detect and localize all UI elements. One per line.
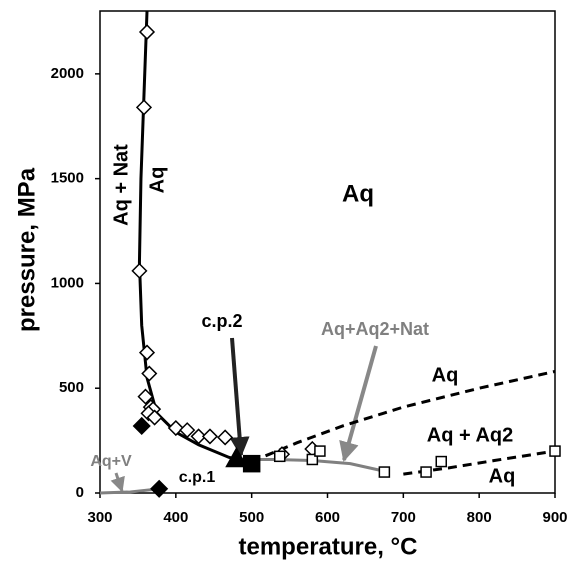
x-tick-label: 900 [542,509,567,526]
data-point [306,453,319,466]
data-point [146,409,163,426]
x-tick-label: 700 [391,509,416,526]
data-point [314,445,326,457]
annotation: Aq + Aq2 [427,424,514,446]
data-point [420,466,432,478]
data-point [179,422,196,439]
data-point [435,455,447,468]
annotation: Aq [342,180,374,207]
y-tick-label: 0 [76,484,84,501]
annotation: Aq [489,465,516,487]
arrow [339,345,378,462]
data-point [138,344,156,361]
data-point [138,23,156,41]
x-tick-label: 400 [163,509,188,526]
data-point [137,388,154,405]
data-point [141,365,158,382]
data-point [225,446,248,468]
y-tick-label: 2000 [51,65,84,82]
data-point [242,454,261,473]
data-point [132,416,151,435]
data-point [378,466,391,478]
x-tick-label: 300 [87,509,112,526]
data-point [167,419,184,437]
data-point [150,479,169,498]
data-point [131,262,148,279]
annotation: Aq + Nat [110,144,132,226]
arrow [229,337,250,457]
x-axis-title: temperature, °C [239,533,418,560]
phase-boundary [251,369,556,463]
annotation: Aq+V [90,453,132,470]
data-point [217,429,234,446]
annotation: c.p.2 [201,311,242,331]
data-point [549,445,561,457]
data-point [201,428,219,445]
phase-boundary [99,487,160,495]
annotation: Aq [146,167,168,194]
plot-frame [99,10,556,494]
y-tick-label: 1000 [51,274,84,291]
y-axis-title: pressure, MPa [13,167,40,332]
y-tick-label: 1500 [51,170,84,187]
annotation: Aq [432,364,459,386]
arrow [110,472,125,493]
data-point [190,428,207,445]
annotation: c.p.1 [179,469,216,486]
y-tick-label: 500 [59,379,84,396]
data-point [135,99,153,116]
x-tick-label: 600 [315,509,340,526]
x-tick-label: 500 [239,509,264,526]
data-point [273,450,286,463]
x-tick-label: 800 [467,509,492,526]
annotation: Aq+Aq2+Nat [321,319,429,339]
